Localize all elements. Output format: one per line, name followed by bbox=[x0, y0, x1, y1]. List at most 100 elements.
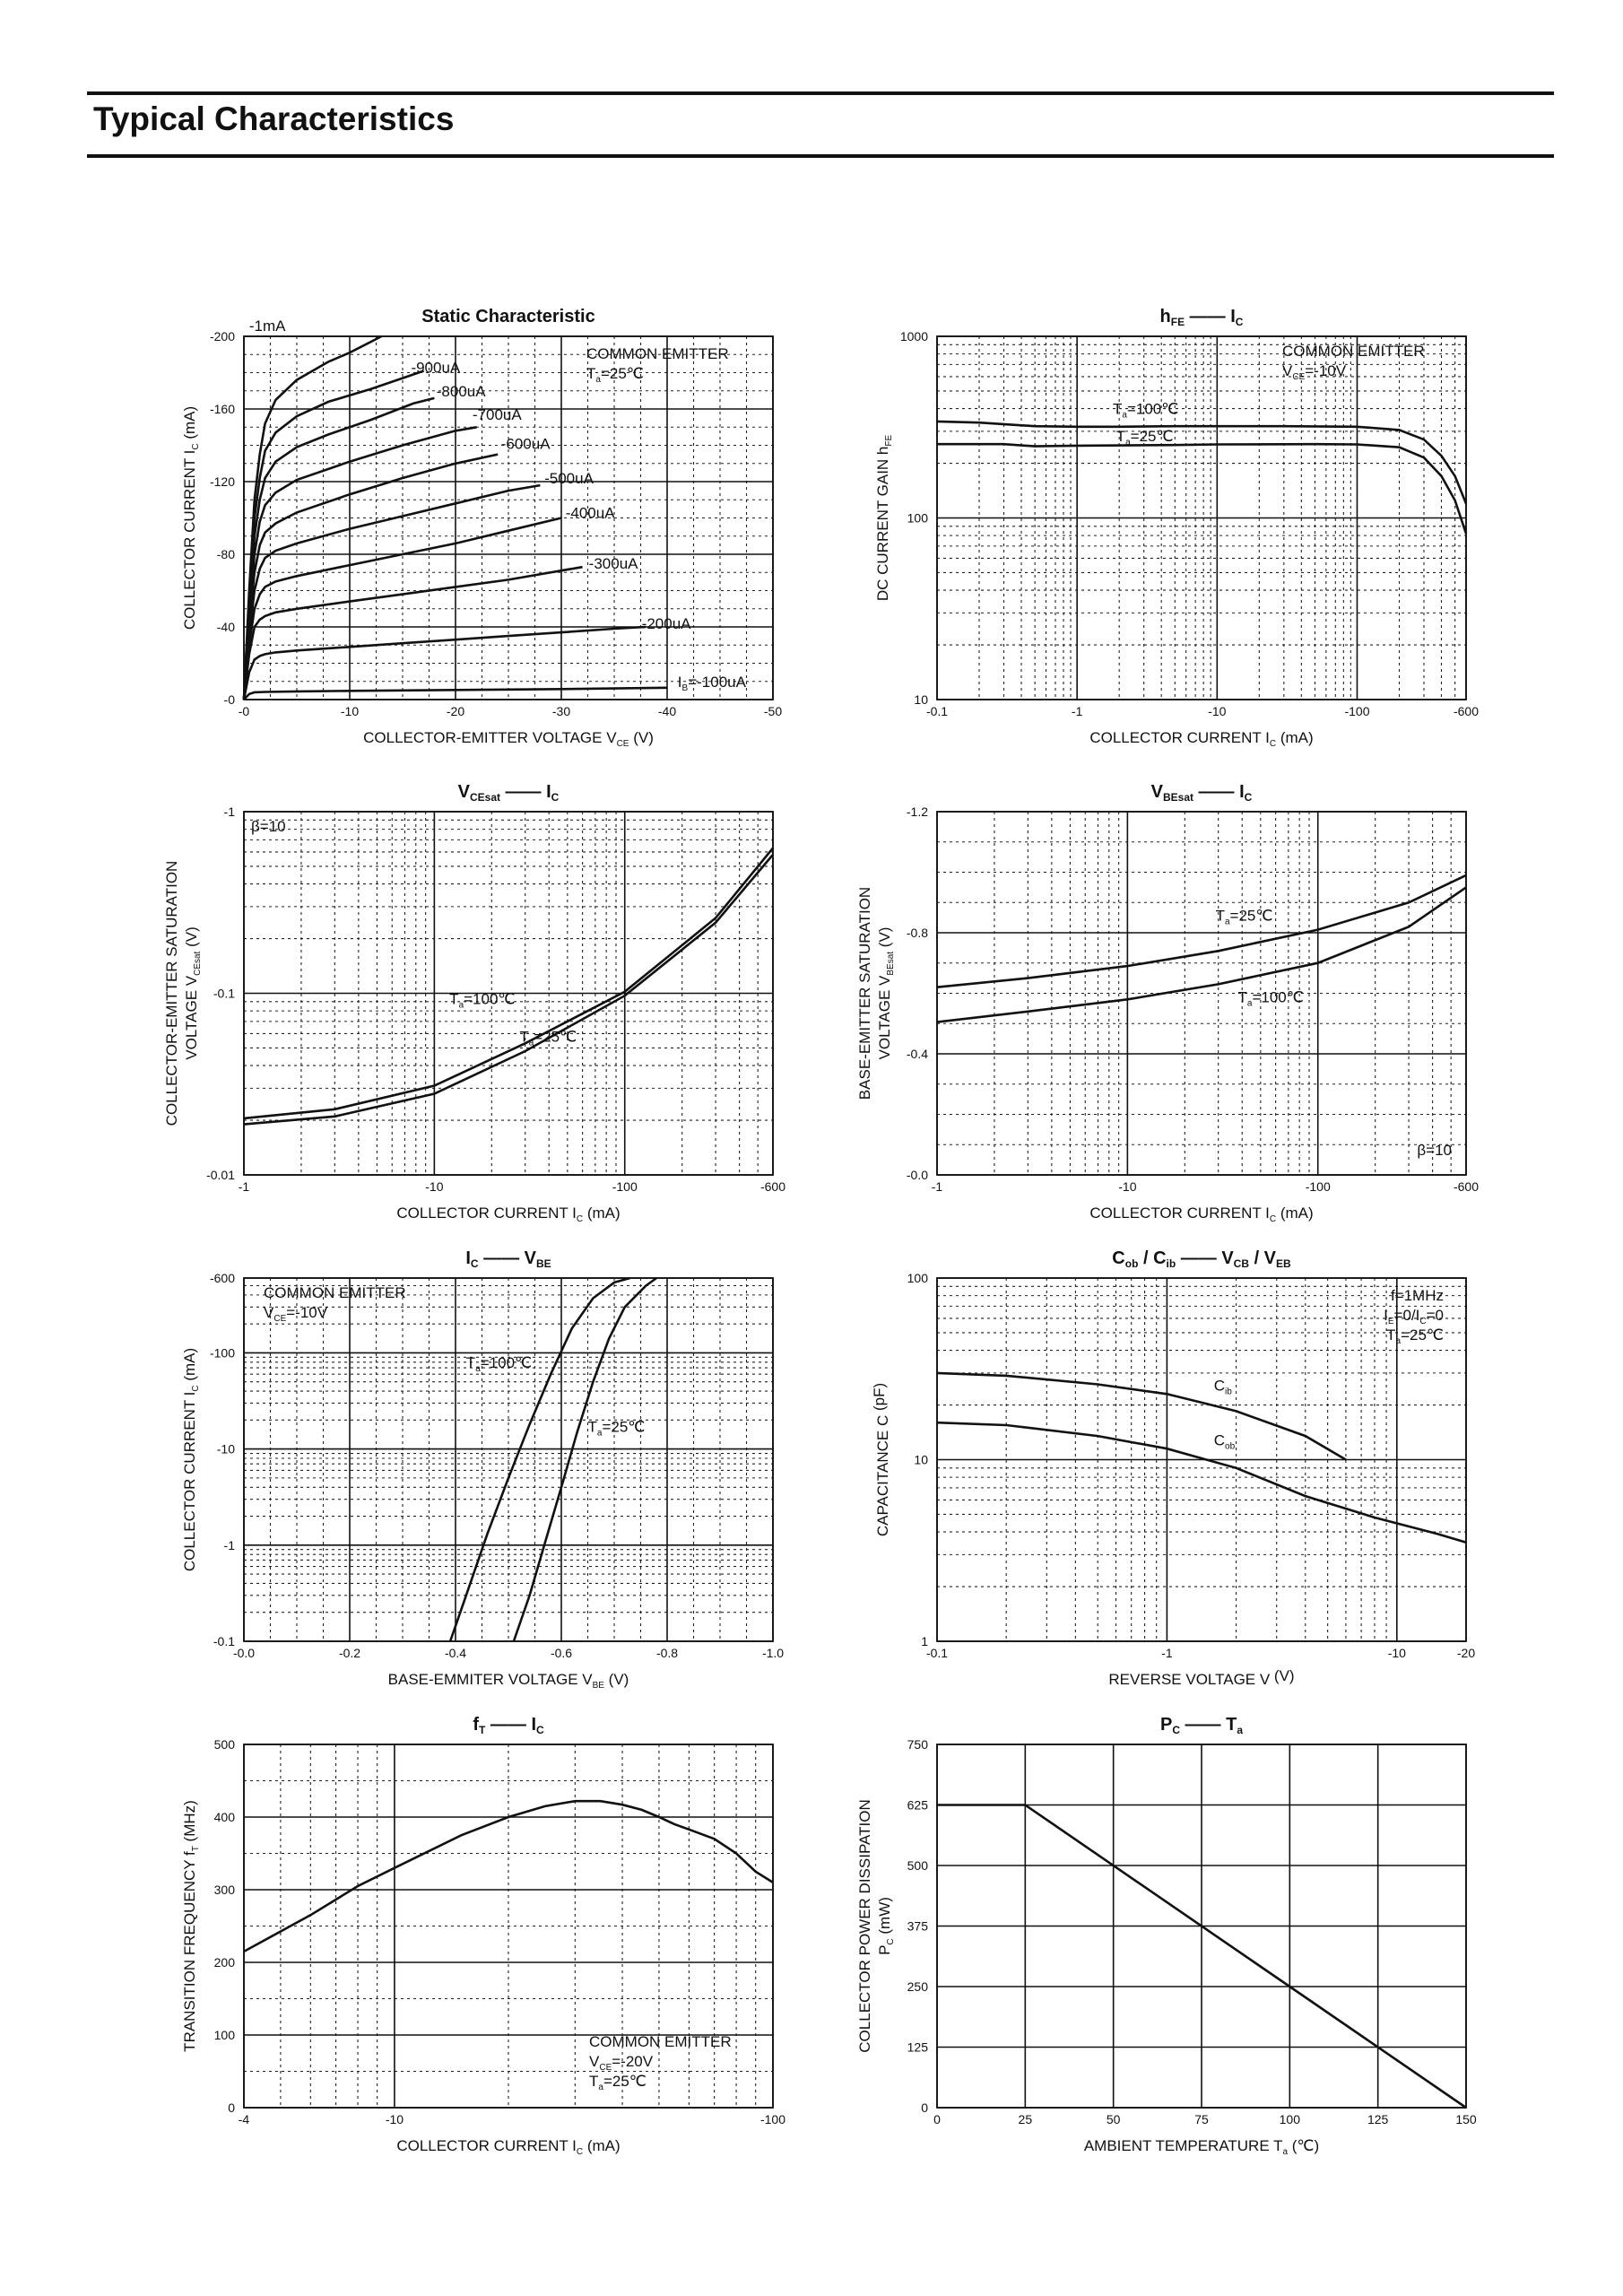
x-tick-label: -0.4 bbox=[445, 1646, 466, 1660]
y-tick-label: 300 bbox=[214, 1883, 236, 1897]
y-tick-label: 400 bbox=[214, 1810, 236, 1824]
chart-ic-vs-vbe: -0.0 -0.2 -0.4 -0.6 -0.8 -1.0 -0.1 -1 -10 -100 -60… bbox=[181, 1248, 784, 1691]
x-tick-label: -1 bbox=[932, 1179, 943, 1194]
grid bbox=[243, 335, 774, 700]
y-axis-label-text: CAPACITANCE C (pF) bbox=[871, 1383, 891, 1536]
y-tick-label: -0.8 bbox=[907, 926, 928, 940]
top-rule bbox=[87, 91, 1554, 95]
x-tick-label: -100 bbox=[1306, 1179, 1331, 1194]
chart-title: hFE —— IC bbox=[1160, 307, 1244, 328]
x-tick-label: -0.2 bbox=[339, 1646, 360, 1660]
x-tick-label: -1.0 bbox=[762, 1646, 784, 1660]
series-line bbox=[448, 1276, 631, 1642]
y-tick-label: 10 bbox=[914, 1453, 928, 1467]
chart-annotation: VCE=-10V bbox=[1282, 362, 1347, 382]
x-tick-label: 100 bbox=[1280, 2112, 1301, 2126]
y-tick-label: -160 bbox=[210, 402, 235, 416]
y-axis-label: TRANSITION FREQUENCY fT (MHz) bbox=[181, 1800, 201, 2052]
y-tick-label: -0 bbox=[224, 692, 236, 707]
x-tick-label: -20 bbox=[447, 704, 464, 718]
series-label: Ta=100℃ bbox=[449, 991, 515, 1011]
plot-frame bbox=[936, 1277, 1467, 1642]
series-line bbox=[936, 874, 1467, 988]
x-tick-label: -10 bbox=[341, 704, 359, 718]
y-tick-label: -10 bbox=[217, 1442, 235, 1457]
y-tick-label: -1.2 bbox=[907, 804, 928, 819]
x-axis-label: AMBIENT TEMPERATURE Ta (℃) bbox=[1084, 2137, 1319, 2157]
y-tick-label: -0.4 bbox=[907, 1047, 928, 1061]
y-axis-label: CAPACITANCE C (pF) bbox=[871, 1383, 891, 1536]
chart-vbesat-vs-ic: -1 -10 -100 -600 -0.0 -0.4 -0.8 -1.2 VBEsat —— I… bbox=[856, 782, 1479, 1224]
y-tick-label: -1 bbox=[224, 1538, 236, 1552]
chart-title: VCEsat —— IC bbox=[458, 782, 560, 804]
series-line bbox=[936, 1421, 1467, 1544]
y-tick-label: -0.1 bbox=[213, 987, 235, 1001]
x-tick-label: -10 bbox=[386, 2112, 404, 2126]
series-label: -200uA bbox=[642, 615, 691, 632]
x-tick-label: -0.1 bbox=[926, 1646, 948, 1660]
x-axis-label: COLLECTOR CURRENT IC (mA) bbox=[396, 2137, 620, 2157]
series-label: Ta=25℃ bbox=[588, 1419, 646, 1439]
series-label: Ta=25℃ bbox=[519, 1029, 577, 1048]
series-label: Ta=100℃ bbox=[1113, 400, 1178, 420]
x-tick-label: 125 bbox=[1367, 2112, 1389, 2126]
x-tick-label: 0 bbox=[933, 2112, 941, 2126]
x-axis-label: COLLECTOR CURRENT IC (mA) bbox=[1089, 729, 1313, 749]
x-tick-label: -10 bbox=[1208, 704, 1226, 718]
series-label: -500uA bbox=[544, 470, 594, 487]
x-tick-label: -100 bbox=[760, 2112, 785, 2126]
y-tick-label: 100 bbox=[907, 511, 929, 526]
chart-title: IC —— VBE bbox=[465, 1248, 551, 1270]
x-axis-label: COLLECTOR CURRENT IC (mA) bbox=[396, 1205, 620, 1224]
y-axis-label: DC CURRENT GAIN hFE bbox=[874, 435, 894, 602]
y-tick-label: 200 bbox=[214, 1955, 236, 1970]
chart-annotation: IE=0/IC=0 bbox=[1384, 1307, 1444, 1326]
x-axis-label: COLLECTOR-EMITTER VOLTAGE VCE (V) bbox=[363, 729, 654, 749]
plot-frame bbox=[243, 335, 774, 700]
series-line bbox=[242, 453, 499, 700]
chart-annotation: Ta=25℃ bbox=[1386, 1326, 1444, 1346]
y-tick-label: -0.01 bbox=[206, 1168, 235, 1182]
y-axis-label-line1: BASE-EMITTER SATURATION bbox=[856, 887, 873, 1100]
chart-annotation: COMMON EMITTER bbox=[586, 345, 729, 362]
y-axis-label: COLLECTOR CURRENT IC (mA) bbox=[181, 406, 201, 630]
title-underline bbox=[87, 154, 1554, 158]
y-axis-label-text: DC CURRENT GAIN hFE bbox=[874, 435, 894, 602]
x-tick-label: -0.6 bbox=[551, 1646, 572, 1660]
series-label: Cob bbox=[1214, 1431, 1236, 1451]
series-label: -600uA bbox=[501, 436, 551, 453]
y-tick-label: 0 bbox=[921, 2100, 928, 2115]
series-label: Cib bbox=[1214, 1378, 1233, 1397]
chart-annotation: COMMON EMITTER bbox=[264, 1284, 406, 1301]
y-tick-label: -80 bbox=[217, 547, 235, 561]
grid bbox=[936, 811, 1467, 1176]
y-tick-label: 100 bbox=[214, 2028, 236, 2042]
y-tick-label: 625 bbox=[907, 1798, 929, 1813]
chart-annotation: Ta=25℃ bbox=[586, 365, 644, 385]
chart-annotation: β=10 bbox=[251, 818, 286, 835]
series-line bbox=[936, 886, 1467, 1023]
y-axis-label-line2: VOLTAGE VBEsat (V) bbox=[876, 927, 896, 1060]
plot-frame bbox=[243, 1277, 774, 1642]
series-line bbox=[242, 426, 477, 700]
plot-frame bbox=[936, 811, 1467, 1176]
x-tick-label: -20 bbox=[1457, 1646, 1475, 1660]
chart-title: PC —— Ta bbox=[1160, 1715, 1243, 1736]
x-axis-label: REVERSE VOLTAGE V (V) bbox=[1108, 1667, 1294, 1688]
y-axis-label-text: TRANSITION FREQUENCY fT (MHz) bbox=[181, 1800, 201, 2052]
x-tick-label: -1 bbox=[1161, 1646, 1173, 1660]
grid bbox=[936, 335, 1467, 700]
x-tick-label: -1 bbox=[239, 1179, 250, 1194]
y-tick-label: 10 bbox=[914, 692, 928, 707]
y-axis-label: COLLECTOR CURRENT IC (mA) bbox=[181, 1348, 201, 1571]
chart-annotation: COMMON EMITTER bbox=[589, 2033, 732, 2050]
x-tick-label: 75 bbox=[1194, 2112, 1209, 2126]
y-axis-label-text: COLLECTOR CURRENT IC (mA) bbox=[181, 1348, 201, 1571]
series-label: Ta=100℃ bbox=[1238, 989, 1304, 1009]
series-line bbox=[936, 420, 1468, 504]
series-line bbox=[937, 1804, 1467, 2109]
series-line bbox=[243, 686, 668, 700]
x-tick-label: -100 bbox=[1344, 704, 1369, 718]
y-axis-label-line1: COLLECTOR POWER DISSIPATION bbox=[856, 1799, 873, 2052]
series-label: Ta=25℃ bbox=[1116, 428, 1174, 448]
